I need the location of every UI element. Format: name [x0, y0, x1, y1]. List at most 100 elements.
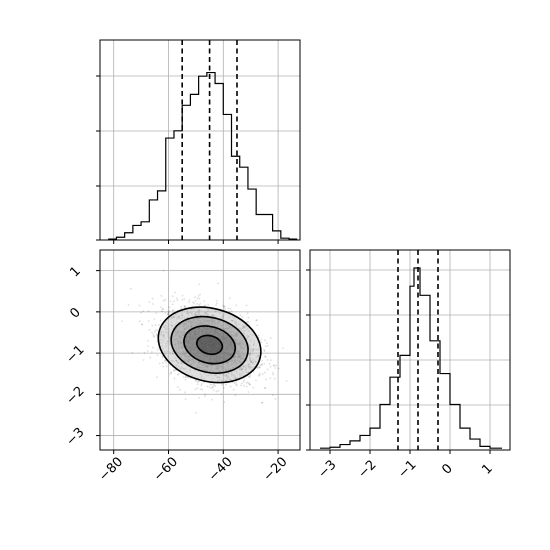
scatter-point [215, 367, 218, 370]
scatter-point [232, 344, 235, 346]
scatter-point [177, 341, 180, 344]
scatter-point [211, 319, 214, 322]
scatter-point [168, 306, 171, 309]
scatter-point [168, 327, 171, 330]
scatter-point [205, 374, 208, 377]
histogram-steps [320, 267, 502, 449]
scatter-point [172, 360, 175, 362]
scatter-point [194, 329, 197, 332]
scatter-point [188, 335, 191, 338]
scatter-point [178, 334, 181, 336]
scatter-point [189, 350, 192, 353]
scatter-point [221, 337, 224, 340]
scatter-point [234, 356, 237, 358]
scatter-point [189, 337, 192, 340]
scatter-point [206, 354, 209, 357]
scatter-point [178, 348, 180, 350]
scatter-point [205, 354, 207, 357]
scatter-point [205, 328, 208, 331]
scatter-point [196, 349, 199, 352]
scatter-point [208, 347, 211, 350]
scatter-point [174, 328, 177, 331]
scatter-point [191, 351, 194, 354]
scatter-point [154, 329, 157, 332]
scatter-point [204, 345, 207, 348]
scatter-point [188, 355, 190, 358]
scatter-point [228, 368, 230, 371]
scatter-point [191, 344, 194, 347]
scatter-point [204, 343, 207, 346]
scatter-point [221, 336, 223, 338]
scatter-point [223, 351, 225, 354]
scatter-point [235, 321, 237, 324]
scatter-point [211, 341, 214, 343]
scatter-point [198, 303, 201, 306]
scatter-point [224, 350, 226, 353]
scatter-point [199, 345, 202, 348]
scatter-point [167, 342, 169, 345]
scatter-point [230, 341, 233, 344]
scatter-point [196, 355, 199, 358]
scatter-point [198, 380, 200, 383]
scatter-point [201, 388, 204, 391]
scatter-point [232, 348, 235, 351]
scatter-point [197, 352, 199, 355]
scatter-point [234, 356, 236, 358]
scatter-point [208, 343, 210, 346]
scatter-point [188, 347, 191, 349]
scatter-point [187, 312, 190, 315]
scatter-point [218, 342, 221, 344]
scatter-point [240, 345, 243, 348]
scatter-point [173, 331, 176, 334]
scatter-point [232, 366, 235, 369]
scatter-point [196, 324, 199, 327]
scatter-point [207, 319, 210, 322]
scatter-point [210, 319, 213, 322]
scatter-point [210, 320, 213, 322]
scatter-point [241, 329, 244, 332]
scatter-point [223, 338, 226, 340]
scatter-point [219, 344, 222, 347]
scatter-point [224, 348, 227, 350]
scatter-point [235, 322, 238, 325]
scatter-point [213, 359, 216, 362]
scatter-point [232, 347, 234, 350]
scatter-point [171, 295, 174, 298]
scatter-point [256, 324, 259, 327]
scatter-point [199, 309, 201, 312]
scatter-point [212, 383, 215, 385]
scatter-point [202, 362, 205, 365]
scatter-point [194, 331, 197, 334]
scatter-point [142, 359, 145, 361]
scatter-point [198, 330, 201, 333]
scatter-point [197, 349, 200, 352]
scatter-point [210, 350, 213, 353]
scatter-point [203, 348, 206, 351]
scatter-point [195, 335, 198, 337]
scatter-point [204, 317, 207, 320]
scatter-point [238, 342, 241, 344]
scatter-point [162, 335, 165, 337]
scatter-point [230, 353, 233, 356]
scatter-point [222, 332, 225, 335]
scatter-point [178, 337, 181, 340]
scatter-point [177, 340, 180, 343]
scatter-point [261, 373, 264, 376]
scatter-point [201, 342, 204, 345]
scatter-point [216, 356, 219, 359]
scatter-point [234, 354, 237, 356]
scatter-point [213, 320, 216, 323]
scatter-point [201, 364, 203, 367]
scatter-point [176, 331, 179, 334]
scatter-point [222, 367, 225, 369]
scatter-point [183, 353, 186, 356]
contour-line [183, 325, 237, 365]
scatter-point [238, 355, 241, 358]
scatter-point [221, 351, 223, 354]
scatter-point [198, 361, 200, 363]
scatter-point [214, 347, 216, 350]
scatter-point [198, 366, 201, 369]
scatter-point [252, 386, 255, 389]
scatter-point [208, 360, 211, 363]
scatter-point [218, 349, 221, 352]
